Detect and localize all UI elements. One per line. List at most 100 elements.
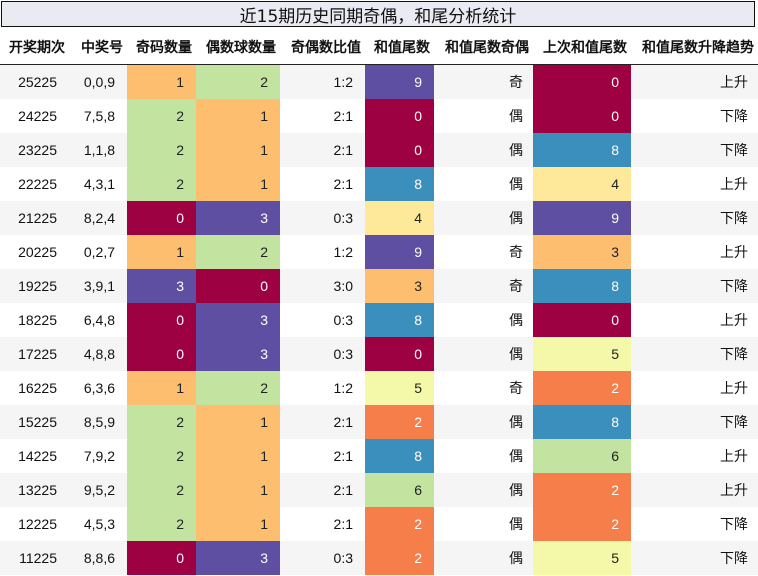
even-count-cell: 1 bbox=[196, 472, 280, 507]
col-numbers: 中奖号 bbox=[69, 30, 127, 65]
sum-tail-cell: 0 bbox=[365, 132, 434, 167]
trend-cell: 上升 bbox=[631, 438, 758, 473]
sum-tail-cell: 6 bbox=[365, 472, 434, 507]
period-cell: 20225 bbox=[0, 234, 69, 269]
prev-tail-cell: 8 bbox=[533, 268, 631, 303]
numbers-cell: 9,5,2 bbox=[69, 472, 127, 507]
table-body: 25225 0,0,9 1 2 1:2 9 奇 0 上升 24225 7,5,8 2 1 2:1 0 偶 0 下降… bbox=[0, 64, 758, 575]
numbers-cell: 0,0,9 bbox=[69, 64, 127, 99]
even-count-cell: 3 bbox=[196, 302, 280, 337]
ratio-cell: 2:1 bbox=[280, 98, 365, 133]
sum-tail-cell: 4 bbox=[365, 200, 434, 235]
ratio-cell: 1:2 bbox=[280, 64, 365, 99]
odd-count-cell: 1 bbox=[127, 234, 196, 269]
ratio-cell: 2:1 bbox=[280, 506, 365, 541]
numbers-cell: 6,3,6 bbox=[69, 370, 127, 405]
numbers-cell: 4,8,8 bbox=[69, 336, 127, 371]
tail-parity-cell: 偶 bbox=[434, 166, 533, 201]
numbers-cell: 1,1,8 bbox=[69, 132, 127, 167]
even-count-cell: 1 bbox=[196, 166, 280, 201]
sum-tail-cell: 8 bbox=[365, 438, 434, 473]
trend-cell: 上升 bbox=[631, 64, 758, 99]
table-row: 14225 7,9,2 2 1 2:1 8 偶 6 上升 bbox=[0, 438, 758, 473]
ratio-cell: 1:2 bbox=[280, 370, 365, 405]
table-row: 17225 4,8,8 0 3 0:3 0 偶 5 下降 bbox=[0, 336, 758, 371]
odd-count-cell: 2 bbox=[127, 438, 196, 473]
even-count-cell: 1 bbox=[196, 404, 280, 439]
even-count-cell: 3 bbox=[196, 336, 280, 371]
period-cell: 21225 bbox=[0, 200, 69, 235]
table-row: 23225 1,1,8 2 1 2:1 0 偶 8 下降 bbox=[0, 132, 758, 167]
odd-count-cell: 0 bbox=[127, 200, 196, 235]
sum-tail-cell: 9 bbox=[365, 64, 434, 99]
period-cell: 16225 bbox=[0, 370, 69, 405]
odd-count-cell: 1 bbox=[127, 64, 196, 99]
even-count-cell: 2 bbox=[196, 64, 280, 99]
table-row: 25225 0,0,9 1 2 1:2 9 奇 0 上升 bbox=[0, 64, 758, 99]
odd-count-cell: 0 bbox=[127, 540, 196, 575]
prev-tail-cell: 0 bbox=[533, 64, 631, 99]
sum-tail-cell: 5 bbox=[365, 370, 434, 405]
trend-cell: 上升 bbox=[631, 370, 758, 405]
prev-tail-cell: 2 bbox=[533, 506, 631, 541]
table-row: 19225 3,9,1 3 0 3:0 3 奇 8 下降 bbox=[0, 268, 758, 303]
numbers-cell: 3,9,1 bbox=[69, 268, 127, 303]
page-title: 近15期历史同期奇偶，和尾分析统计 bbox=[1, 1, 755, 27]
numbers-cell: 8,8,6 bbox=[69, 540, 127, 575]
even-count-cell: 0 bbox=[196, 268, 280, 303]
ratio-cell: 2:1 bbox=[280, 404, 365, 439]
even-count-cell: 3 bbox=[196, 540, 280, 575]
period-cell: 15225 bbox=[0, 404, 69, 439]
ratio-cell: 1:2 bbox=[280, 234, 365, 269]
trend-cell: 下降 bbox=[631, 336, 758, 371]
table-row: 21225 8,2,4 0 3 0:3 4 偶 9 下降 bbox=[0, 200, 758, 235]
tail-parity-cell: 偶 bbox=[434, 302, 533, 337]
table-row: 22225 4,3,1 2 1 2:1 8 偶 4 上升 bbox=[0, 166, 758, 201]
odd-count-cell: 0 bbox=[127, 302, 196, 337]
tail-parity-cell: 偶 bbox=[434, 98, 533, 133]
numbers-cell: 8,5,9 bbox=[69, 404, 127, 439]
period-cell: 22225 bbox=[0, 166, 69, 201]
numbers-cell: 4,5,3 bbox=[69, 506, 127, 541]
period-cell: 13225 bbox=[0, 472, 69, 507]
numbers-cell: 0,2,7 bbox=[69, 234, 127, 269]
prev-tail-cell: 3 bbox=[533, 234, 631, 269]
table-row: 18225 6,4,8 0 3 0:3 8 偶 0 上升 bbox=[0, 302, 758, 337]
sum-tail-cell: 0 bbox=[365, 336, 434, 371]
sum-tail-cell: 0 bbox=[365, 98, 434, 133]
col-trend: 和值尾数升降趋势 bbox=[631, 30, 758, 65]
even-count-cell: 2 bbox=[196, 370, 280, 405]
sum-tail-cell: 2 bbox=[365, 506, 434, 541]
period-cell: 18225 bbox=[0, 302, 69, 337]
ratio-cell: 0:3 bbox=[280, 302, 365, 337]
prev-tail-cell: 6 bbox=[533, 438, 631, 473]
trend-cell: 下降 bbox=[631, 98, 758, 133]
tail-parity-cell: 奇 bbox=[434, 370, 533, 405]
ratio-cell: 2:1 bbox=[280, 472, 365, 507]
period-cell: 23225 bbox=[0, 132, 69, 167]
tail-parity-cell: 偶 bbox=[434, 438, 533, 473]
numbers-cell: 8,2,4 bbox=[69, 200, 127, 235]
trend-cell: 下降 bbox=[631, 404, 758, 439]
table-row: 20225 0,2,7 1 2 1:2 9 奇 3 上升 bbox=[0, 234, 758, 269]
numbers-cell: 7,9,2 bbox=[69, 438, 127, 473]
ratio-cell: 0:3 bbox=[280, 336, 365, 371]
prev-tail-cell: 8 bbox=[533, 404, 631, 439]
sum-tail-cell: 2 bbox=[365, 404, 434, 439]
prev-tail-cell: 5 bbox=[533, 540, 631, 575]
odd-count-cell: 2 bbox=[127, 472, 196, 507]
period-cell: 24225 bbox=[0, 98, 69, 133]
prev-tail-cell: 0 bbox=[533, 302, 631, 337]
even-count-cell: 1 bbox=[196, 438, 280, 473]
table-row: 24225 7,5,8 2 1 2:1 0 偶 0 下降 bbox=[0, 98, 758, 133]
ratio-cell: 2:1 bbox=[280, 438, 365, 473]
stats-table: 开奖期次 中奖号 奇码数量 偶数球数量 奇偶数比值 和值尾数 和值尾数奇偶 上次… bbox=[0, 30, 758, 575]
even-count-cell: 3 bbox=[196, 200, 280, 235]
odd-count-cell: 2 bbox=[127, 132, 196, 167]
prev-tail-cell: 4 bbox=[533, 166, 631, 201]
odd-count-cell: 1 bbox=[127, 370, 196, 405]
tail-parity-cell: 偶 bbox=[434, 200, 533, 235]
col-even-count: 偶数球数量 bbox=[196, 30, 280, 65]
trend-cell: 上升 bbox=[631, 302, 758, 337]
ratio-cell: 2:1 bbox=[280, 132, 365, 167]
